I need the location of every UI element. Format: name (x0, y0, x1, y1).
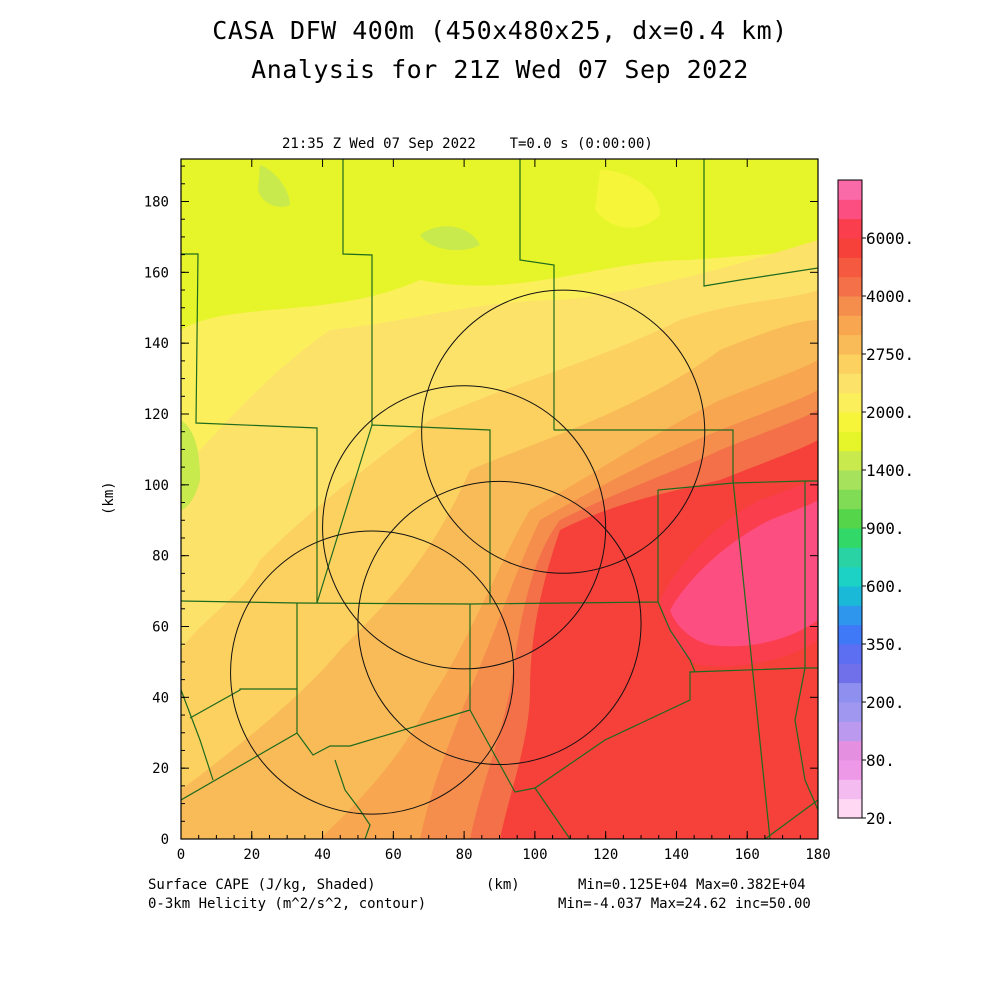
x-tick-label: 80 (456, 847, 473, 863)
y-tick-label: 80 (152, 549, 169, 565)
colorbar-label: 200. (866, 693, 905, 712)
colorbar-swatch (838, 586, 862, 606)
x-tick-label: 180 (805, 847, 830, 863)
y-tick-label: 60 (152, 620, 169, 636)
colorbar-label: 6000. (866, 229, 914, 248)
colorbar-label: 600. (866, 577, 905, 596)
colorbar-label: 20. (866, 809, 895, 828)
colorbar-swatch (838, 412, 862, 432)
colorbar-frame (837, 179, 863, 819)
x-tick-label: 40 (314, 847, 331, 863)
colorbar-swatch (838, 450, 862, 471)
colorbar-swatch (838, 682, 862, 703)
y-axis: 0 20 40 60 80 100 120 140 160 180 (144, 165, 818, 848)
colorbar-swatch (838, 624, 862, 645)
colorbar-swatch (838, 315, 862, 336)
colorbar-swatch (838, 276, 862, 297)
colorbar-label: 80. (866, 751, 895, 770)
chart-subtitle: Analysis for 21Z Wed 07 Sep 2022 (251, 55, 749, 84)
colorbar-swatch (838, 199, 862, 220)
helicity-contours (230, 289, 706, 815)
valid-time-label: 21:35 Z Wed 07 Sep 2022 T=0.0 s (0:00:00… (282, 136, 653, 152)
footer-field-label: Surface CAPE (J/kg, Shaded) (148, 877, 376, 893)
y-tick-label: 20 (152, 761, 169, 777)
footer-contour-label: 0-3km Helicity (m^2/s^2, contour) (148, 896, 427, 912)
helicity-contour-2 (322, 385, 607, 670)
colorbar-swatch (838, 760, 862, 780)
colorbar-swatch (838, 740, 862, 761)
colorbar-label: 900. (866, 519, 905, 538)
y-tick-label: 120 (144, 407, 169, 423)
y-axis-label: (km) (101, 481, 117, 515)
colorbar-swatch (838, 547, 862, 568)
helicity-contour-4 (230, 530, 515, 815)
y-tick-label: 100 (144, 478, 169, 494)
x-tick-label: 0 (177, 847, 185, 863)
colorbar-swatch (838, 798, 862, 819)
colorbar-swatch (838, 180, 862, 200)
y-tick-label: 160 (144, 265, 169, 281)
y-tick-label: 140 (144, 336, 169, 352)
colorbar-swatch (838, 218, 862, 239)
colorbar-swatch (838, 508, 862, 529)
colorbar-label: 350. (866, 635, 905, 654)
colorbar-swatch (838, 489, 862, 510)
colorbar-swatch (838, 354, 862, 374)
colorbar-swatch (838, 431, 862, 452)
colorbar-swatch (838, 779, 862, 800)
colorbar-swatch (838, 605, 862, 626)
colorbar-swatch (838, 392, 862, 413)
colorbar-swatch (838, 238, 862, 258)
colorbar-swatch (838, 702, 862, 722)
county-boundaries (181, 159, 818, 839)
footer-field-range: Min=0.125E+04 Max=0.382E+04 (578, 877, 806, 893)
colorbar-label: 4000. (866, 287, 914, 306)
footer-contour-range: Min=-4.037 Max=24.62 inc=50.00 (558, 896, 811, 912)
colorbar-swatch (838, 373, 862, 394)
x-tick-label: 120 (593, 847, 618, 863)
x-tick-label: 140 (664, 847, 689, 863)
colorbar-swatch (838, 257, 862, 278)
helicity-contour-3 (357, 480, 642, 766)
cape-shaded-field (181, 159, 818, 839)
y-tick-label: 0 (161, 832, 169, 848)
colorbar-swatch (838, 644, 862, 664)
colorbar-swatch (838, 528, 862, 548)
colorbar: 20. 80. 200. 350. 600. 900. 1400. 2000. 2750. 400… (837, 179, 914, 828)
x-tick-label: 100 (522, 847, 547, 863)
y-tick-label: 40 (152, 690, 169, 706)
colorbar-label: 2750. (866, 345, 914, 364)
x-tick-label: 60 (385, 847, 402, 863)
colorbar-swatch (838, 296, 862, 316)
colorbar-swatch (838, 470, 862, 490)
y-tick-label: 180 (144, 195, 169, 211)
colorbar-label: 1400. (866, 461, 914, 480)
colorbar-swatch (838, 663, 862, 684)
colorbar-swatch (838, 334, 862, 355)
chart-title: CASA DFW 400m (450x480x25, dx=0.4 km) (212, 16, 788, 45)
x-axis-label: (km) (486, 877, 520, 893)
colorbar-label: 2000. (866, 403, 914, 422)
x-tick-label: 160 (735, 847, 760, 863)
colorbar-swatch (838, 566, 862, 587)
colorbar-swatch (838, 721, 862, 742)
helicity-contour-1 (421, 289, 706, 574)
x-tick-label: 20 (243, 847, 260, 863)
x-axis: 0 20 40 60 80 100 120 140 160 180 (177, 159, 831, 863)
